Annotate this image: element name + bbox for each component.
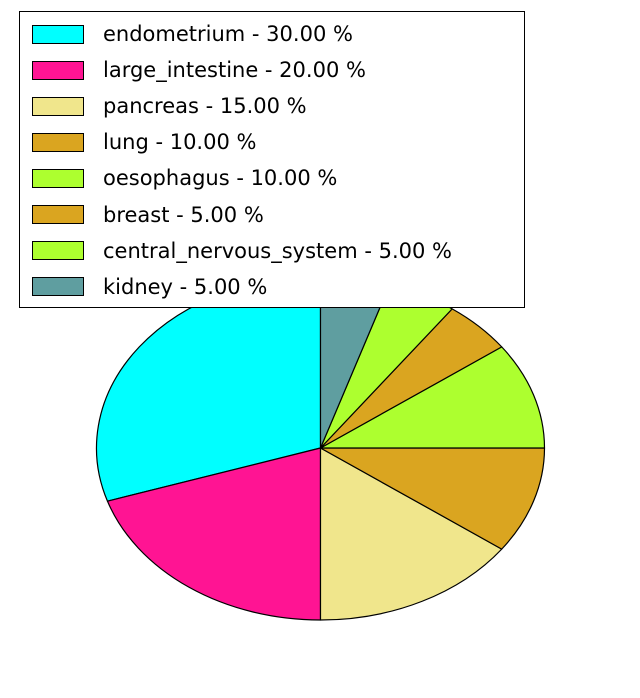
legend-item-oesophagus: oesophagus - 10.00 %: [20, 160, 524, 196]
legend-item-pancreas: pancreas - 15.00 %: [20, 88, 524, 124]
legend-swatch-endometrium: [32, 24, 84, 44]
legend-item-large_intestine: large_intestine - 20.00 %: [20, 52, 524, 88]
legend-item-lung: lung - 10.00 %: [20, 124, 524, 160]
legend-swatch-oesophagus: [32, 168, 84, 188]
legend-label: large_intestine - 20.00 %: [103, 58, 366, 83]
pie-slice-pancreas: [319, 447, 503, 621]
legend-label: breast - 5.00 %: [103, 202, 264, 227]
legend-item-endometrium: endometrium - 30.00 %: [20, 16, 524, 52]
legend-item-breast: breast - 5.00 %: [20, 196, 524, 232]
pie-slice-oesophagus: [319, 346, 546, 449]
legend-swatch-pancreas: [32, 96, 84, 116]
legend-swatch-kidney: [32, 277, 84, 297]
legend-swatch-central_nervous_system: [32, 241, 84, 261]
legend-swatch-breast: [32, 205, 84, 225]
legend-label: kidney - 5.00 %: [103, 274, 268, 299]
legend-swatch-large_intestine: [32, 60, 84, 80]
legend-label: pancreas - 15.00 %: [103, 94, 307, 119]
pie-slice-large_intestine: [106, 447, 322, 621]
legend-label: endometrium - 30.00 %: [103, 22, 353, 47]
legend-item-kidney: kidney - 5.00 %: [20, 269, 524, 305]
legend: endometrium - 30.00 % large_intestine - 2…: [19, 11, 525, 308]
legend-item-central_nervous_system: central_nervous_system - 5.00 %: [20, 233, 524, 269]
legend-label: central_nervous_system - 5.00 %: [103, 238, 452, 263]
pie-slice-lung: [319, 447, 546, 550]
legend-label: oesophagus - 10.00 %: [103, 166, 338, 191]
legend-label: lung - 10.00 %: [103, 130, 257, 155]
legend-swatch-lung: [32, 132, 84, 152]
